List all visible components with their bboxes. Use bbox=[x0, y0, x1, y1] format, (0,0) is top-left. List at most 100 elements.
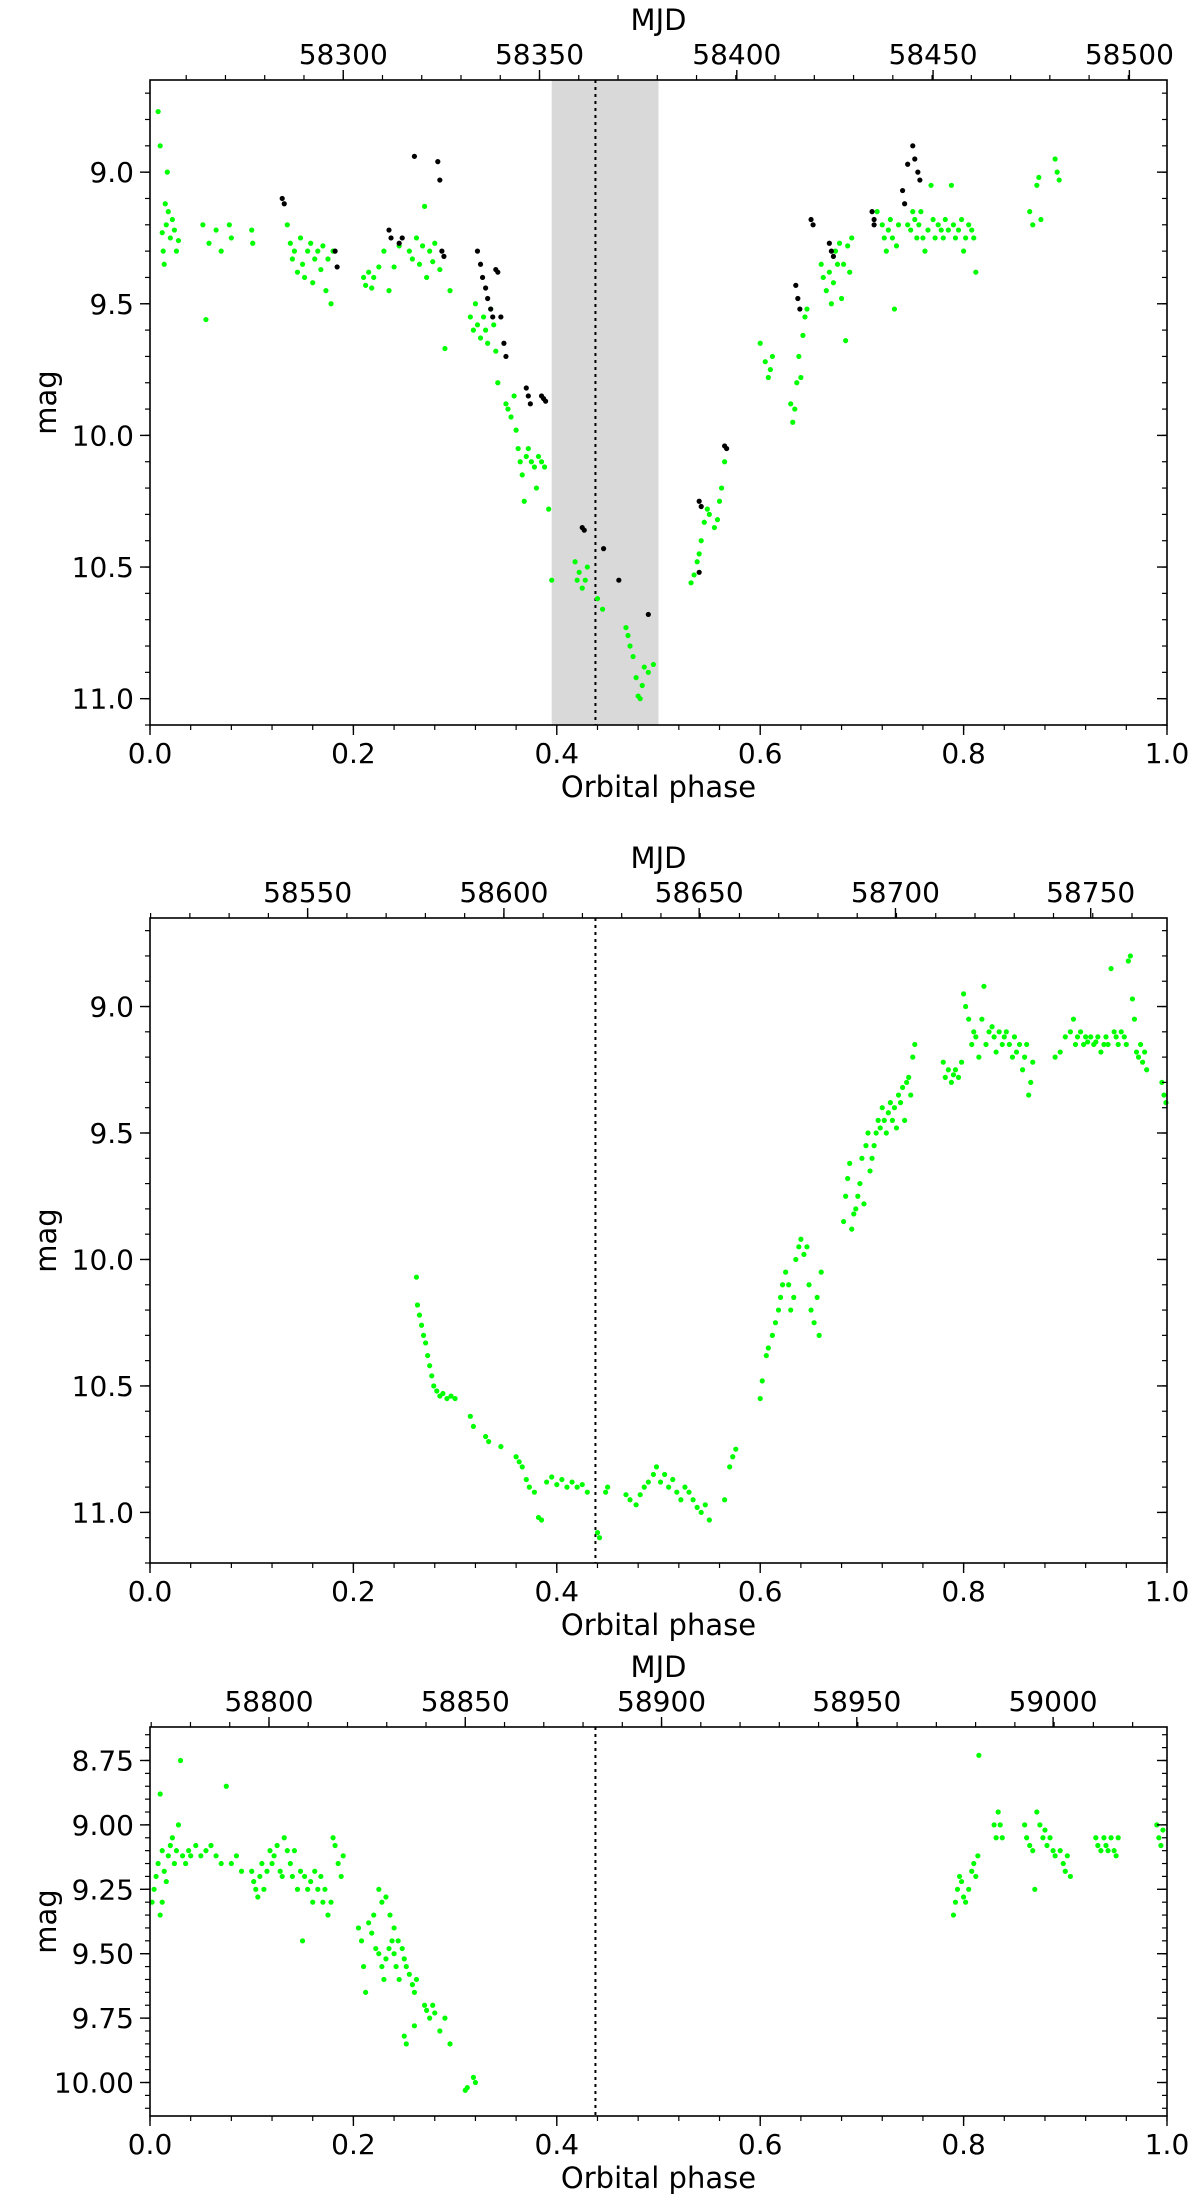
data-point bbox=[271, 1853, 277, 1859]
data-point bbox=[193, 1842, 199, 1849]
data-point bbox=[874, 209, 880, 215]
data-point bbox=[574, 1484, 580, 1490]
data-point bbox=[421, 203, 428, 209]
data-point bbox=[722, 459, 728, 465]
data-point bbox=[467, 1413, 473, 1419]
data-point bbox=[228, 235, 234, 241]
data-point bbox=[511, 393, 517, 399]
data-point bbox=[724, 445, 730, 452]
data-point bbox=[952, 1067, 959, 1073]
data-point bbox=[340, 1853, 346, 1859]
data-point bbox=[1057, 1848, 1063, 1854]
data-point bbox=[596, 1535, 603, 1541]
top-tick-label: 58850 bbox=[421, 1685, 510, 1718]
x-tick-label: 1.0 bbox=[1145, 1575, 1190, 1608]
data-point bbox=[904, 1079, 910, 1086]
data-point bbox=[786, 1282, 792, 1288]
x-tick-label: 0.8 bbox=[941, 737, 986, 770]
data-point bbox=[838, 295, 845, 302]
data-point bbox=[403, 2041, 409, 2047]
data-point bbox=[483, 1433, 489, 1440]
data-point bbox=[696, 551, 702, 557]
data-point bbox=[1062, 1034, 1068, 1040]
data-point bbox=[763, 1352, 769, 1359]
data-point bbox=[981, 983, 987, 989]
x-tick-label: 0.2 bbox=[331, 737, 376, 770]
data-point bbox=[381, 248, 387, 254]
data-point bbox=[869, 209, 875, 215]
data-point bbox=[318, 1873, 324, 1880]
data-point bbox=[887, 216, 893, 223]
data-point bbox=[759, 1378, 765, 1384]
data-point bbox=[1024, 1835, 1030, 1841]
data-point bbox=[694, 559, 700, 565]
data-point bbox=[165, 209, 171, 215]
data-point bbox=[328, 1899, 334, 1905]
data-point bbox=[430, 259, 436, 265]
data-point bbox=[391, 264, 397, 270]
data-point bbox=[544, 1479, 550, 1485]
y-axis-label: mag bbox=[29, 1889, 63, 1953]
data-point bbox=[259, 1860, 265, 1867]
data-point bbox=[250, 240, 256, 246]
data-point bbox=[330, 1835, 336, 1841]
data-point bbox=[406, 248, 412, 254]
data-point bbox=[1101, 1041, 1107, 1048]
data-point bbox=[1042, 1827, 1048, 1833]
top-tick-label: 58900 bbox=[617, 1685, 706, 1718]
data-point bbox=[517, 459, 523, 465]
data-point bbox=[427, 248, 433, 254]
data-point bbox=[666, 1484, 672, 1490]
data-point bbox=[908, 1092, 914, 1098]
data-point bbox=[733, 1446, 739, 1452]
data-point bbox=[1133, 1049, 1140, 1055]
data-point bbox=[910, 209, 916, 215]
data-point bbox=[775, 1307, 782, 1313]
data-point bbox=[847, 269, 853, 275]
data-point bbox=[594, 1530, 601, 1536]
data-point bbox=[153, 1873, 159, 1880]
data-point bbox=[169, 1835, 175, 1841]
data-point bbox=[1098, 1848, 1104, 1854]
data-point bbox=[698, 503, 704, 510]
data-point bbox=[294, 269, 301, 275]
data-point bbox=[447, 288, 453, 294]
data-point bbox=[376, 264, 382, 270]
data-point bbox=[206, 240, 212, 246]
data-point bbox=[287, 1860, 293, 1867]
top-tick-label: 58800 bbox=[224, 1685, 313, 1718]
data-point bbox=[162, 201, 168, 207]
data-point bbox=[942, 1074, 948, 1080]
panel-2: 0.0 0.2 0.4 0.6 0.8 1.0 58550 58600 58650 58700 58… bbox=[29, 841, 1189, 1642]
series-1 bbox=[149, 1752, 1166, 2093]
data-point bbox=[490, 314, 496, 320]
data-point bbox=[696, 498, 702, 504]
data-point bbox=[294, 1886, 301, 1892]
data-point bbox=[413, 1274, 420, 1280]
data-point bbox=[830, 253, 837, 259]
data-point bbox=[765, 374, 771, 381]
data-point bbox=[1062, 1868, 1068, 1874]
data-point bbox=[830, 280, 837, 286]
y-tick-label: 9.5 bbox=[89, 288, 134, 321]
data-point bbox=[543, 398, 549, 404]
y-tick-label: 9.5 bbox=[89, 1117, 134, 1150]
y-tick-label: 9.00 bbox=[72, 1809, 134, 1842]
data-point bbox=[167, 235, 173, 241]
x-tick-label: 0.6 bbox=[738, 1575, 783, 1608]
data-point bbox=[963, 1003, 969, 1010]
data-point bbox=[714, 517, 721, 523]
data-point bbox=[772, 1320, 779, 1326]
data-point bbox=[1081, 1041, 1087, 1048]
axes-frame bbox=[149, 79, 1168, 726]
data-point bbox=[897, 1100, 904, 1106]
data-point bbox=[859, 1155, 865, 1161]
data-point bbox=[914, 235, 920, 241]
data-point bbox=[633, 675, 639, 681]
data-point bbox=[255, 1894, 261, 1900]
data-point bbox=[865, 1130, 871, 1136]
data-point bbox=[310, 280, 316, 286]
data-point bbox=[954, 1886, 961, 1892]
data-point bbox=[637, 696, 643, 702]
data-point bbox=[310, 1899, 316, 1905]
